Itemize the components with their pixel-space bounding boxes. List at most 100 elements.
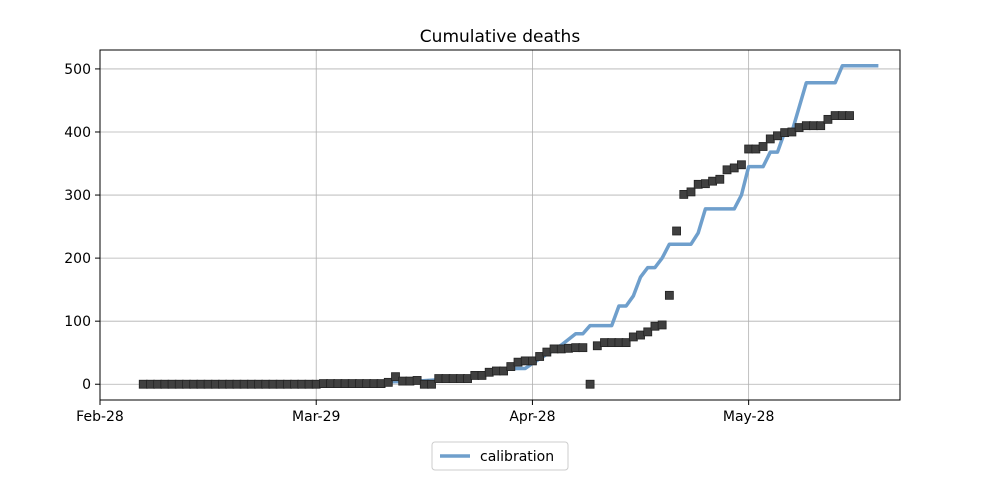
data-point-marker — [801, 121, 811, 131]
data-point-marker — [837, 111, 847, 120]
data-point-marker — [556, 344, 566, 354]
plot-frame — [99, 49, 901, 401]
data-point-marker — [564, 343, 573, 353]
data-point-marker — [319, 379, 328, 389]
data-point-marker — [701, 179, 710, 189]
data-point-marker — [528, 356, 537, 366]
data-point-marker — [809, 121, 818, 131]
data-point-marker — [254, 379, 263, 389]
data-point-marker — [333, 379, 343, 389]
y-tick-label: 100 — [64, 314, 91, 330]
data-point-marker — [290, 379, 299, 389]
data-point-marker — [729, 163, 739, 173]
data-point-marker — [427, 379, 436, 389]
data-point-marker — [326, 379, 336, 389]
data-point-marker — [448, 374, 458, 383]
data-point-marker — [311, 379, 321, 389]
data-point-marker — [737, 160, 746, 170]
data-point-marker — [261, 379, 271, 389]
data-point-marker — [398, 376, 408, 386]
data-point-marker — [744, 144, 754, 154]
data-point-marker — [419, 379, 429, 389]
data-point-marker — [167, 379, 177, 389]
data-point-marker — [535, 352, 545, 361]
data-point-marker — [773, 131, 782, 141]
data-point-marker — [765, 134, 775, 144]
data-point-marker — [499, 366, 509, 376]
data-point-marker — [751, 144, 761, 154]
legend: calibration — [431, 441, 569, 471]
legend-label: calibration — [480, 449, 554, 465]
data-point-marker — [787, 127, 797, 137]
data-point-marker — [391, 372, 400, 382]
data-point-marker — [592, 341, 602, 351]
data-point-marker — [506, 362, 516, 371]
data-point-marker — [672, 226, 681, 236]
data-point-marker — [484, 367, 494, 377]
data-point-marker — [174, 379, 184, 389]
grid-lines — [99, 50, 900, 400]
data-point-marker — [643, 327, 653, 337]
data-point-marker — [275, 379, 285, 389]
data-point-marker — [203, 379, 213, 389]
data-point-marker — [412, 376, 422, 385]
data-point-marker — [650, 321, 660, 331]
data-point-marker — [470, 371, 480, 380]
x-tick-label: Apr-28 — [509, 409, 555, 425]
data-point-marker — [571, 343, 581, 353]
data-point-marker — [693, 179, 703, 189]
x-tick-label: May-28 — [723, 409, 775, 425]
data-point-marker — [369, 379, 379, 389]
data-point-marker — [297, 379, 307, 389]
data-point-marker — [146, 379, 155, 389]
data-point-marker — [376, 379, 386, 389]
data-point-marker — [239, 379, 249, 389]
data-point-marker — [549, 344, 559, 354]
data-point-marker — [585, 379, 595, 389]
data-point-marker — [218, 379, 227, 389]
plot-series — [138, 64, 879, 389]
data-point-marker — [520, 356, 530, 366]
y-tick-label: 500 — [64, 62, 91, 78]
data-point-marker — [816, 121, 826, 131]
data-point-marker — [664, 290, 674, 300]
data-point-marker — [138, 379, 148, 389]
y-tick-label: 400 — [64, 125, 91, 141]
y-tick-label: 0 — [82, 377, 91, 393]
data-point-marker — [434, 374, 444, 383]
data-point-marker — [715, 174, 725, 184]
data-point-marker — [607, 338, 617, 348]
data-point-marker — [823, 114, 833, 124]
data-point-marker — [477, 371, 487, 380]
data-point-marker — [830, 111, 840, 120]
data-point-marker — [304, 379, 314, 389]
calibration-line — [143, 64, 879, 386]
data-point-marker — [268, 379, 278, 389]
data-point-marker — [542, 347, 552, 357]
data-point-marker — [196, 379, 206, 389]
data-point-marker — [455, 374, 465, 383]
observed-markers — [138, 111, 854, 389]
data-point-marker — [340, 379, 350, 389]
data-point-marker — [160, 379, 170, 389]
data-point-marker — [636, 330, 645, 340]
data-point-marker — [405, 376, 415, 386]
data-point-marker — [621, 338, 631, 348]
data-point-marker — [513, 357, 523, 367]
chart-title: Cumulative deaths — [420, 27, 581, 47]
data-point-marker — [686, 187, 696, 197]
data-point-marker — [614, 338, 624, 348]
x-tick-label: Feb-28 — [76, 409, 124, 425]
legend-box — [431, 441, 569, 471]
data-point-marker — [628, 332, 638, 342]
y-tick-label: 300 — [64, 188, 91, 204]
data-point-marker — [578, 343, 588, 353]
data-point-marker — [657, 320, 667, 330]
data-point-marker — [491, 366, 501, 376]
data-point-marker — [246, 379, 256, 389]
data-point-marker — [679, 190, 689, 199]
data-point-marker — [758, 142, 768, 151]
data-point-marker — [845, 111, 854, 120]
axis-ticks: Feb-28 Mar-29 Apr-28 May-28 0 100 200 300 400 500 — [64, 62, 774, 425]
